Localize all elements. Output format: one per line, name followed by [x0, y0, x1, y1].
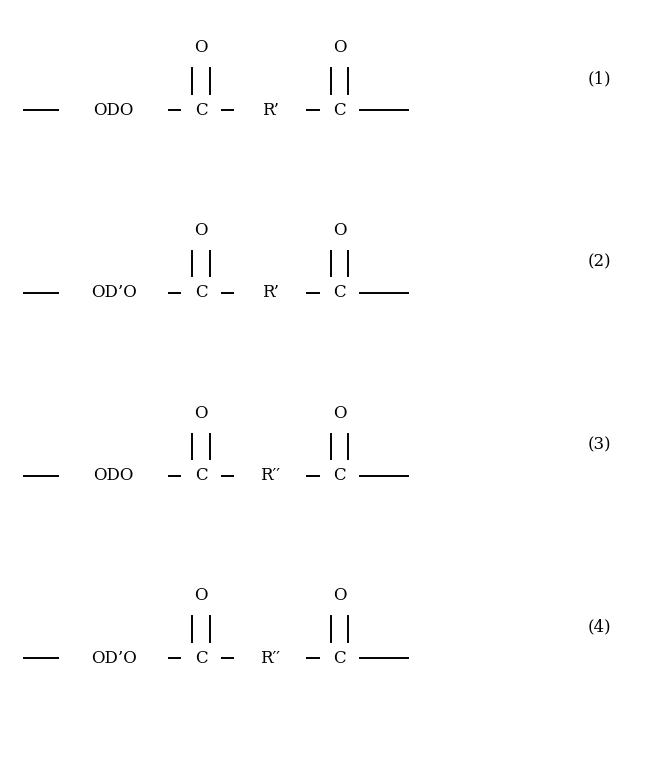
Text: R′′: R′′	[260, 650, 280, 667]
Text: C: C	[333, 285, 346, 301]
Text: ODO: ODO	[94, 102, 134, 119]
Text: C: C	[194, 102, 208, 119]
Text: O: O	[194, 587, 208, 604]
Text: O: O	[194, 405, 208, 422]
Text: (3): (3)	[588, 436, 612, 453]
Text: C: C	[194, 467, 208, 484]
Text: O: O	[194, 222, 208, 239]
Text: (2): (2)	[588, 253, 612, 270]
Text: O: O	[333, 587, 346, 604]
Text: C: C	[333, 650, 346, 667]
Text: R′′: R′′	[260, 467, 280, 484]
Text: OD’O: OD’O	[91, 650, 136, 667]
Text: R’: R’	[262, 285, 279, 301]
Text: (4): (4)	[588, 619, 612, 635]
Text: O: O	[194, 40, 208, 56]
Text: R’: R’	[262, 102, 279, 119]
Text: O: O	[333, 40, 346, 56]
Text: O: O	[333, 405, 346, 422]
Text: OD’O: OD’O	[91, 285, 136, 301]
Text: C: C	[194, 650, 208, 667]
Text: C: C	[194, 285, 208, 301]
Text: O: O	[333, 222, 346, 239]
Text: C: C	[333, 102, 346, 119]
Text: ODO: ODO	[94, 467, 134, 484]
Text: (1): (1)	[588, 71, 612, 88]
Text: C: C	[333, 467, 346, 484]
